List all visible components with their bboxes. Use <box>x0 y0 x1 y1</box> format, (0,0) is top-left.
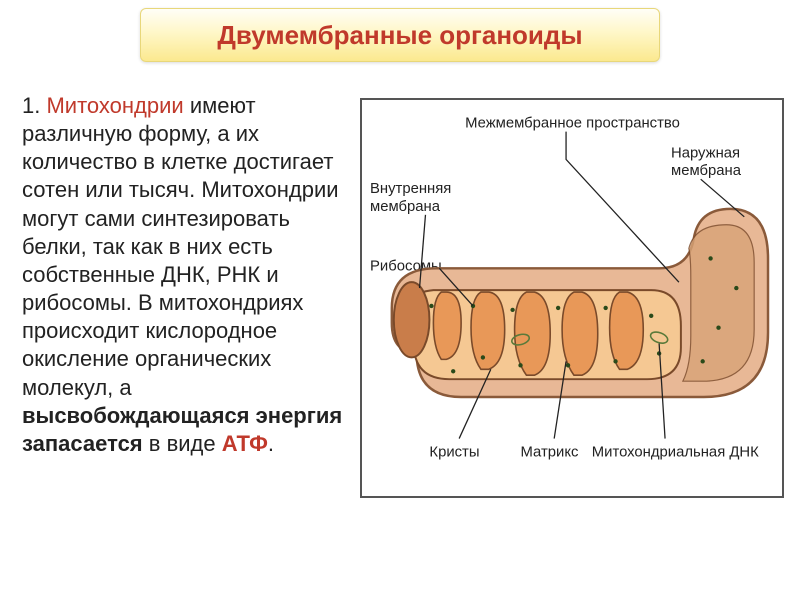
label-mtdna: Митохондриальная ДНК <box>592 444 759 460</box>
text-segment-1: имеют различную форму, а их количество в… <box>22 93 339 400</box>
mito-body <box>392 209 768 397</box>
label-inner-membrane-1: Внутренняя <box>370 181 451 197</box>
label-intermembrane: Межмембранное пространство <box>465 116 680 132</box>
description-paragraph: 1. Митохондрии имеют различную форму, а … <box>22 92 352 458</box>
final-period: . <box>268 431 274 456</box>
list-number: 1. <box>22 93 40 118</box>
mitochondrion-svg: Межмембранное пространство Наружная мемб… <box>362 100 782 496</box>
title-banner: Двумембранные органоиды <box>140 8 660 62</box>
label-cristae: Кристы <box>429 444 479 460</box>
label-outer-membrane-2: мембрана <box>671 163 742 179</box>
label-matrix: Матрикс <box>521 444 579 460</box>
atp-word: АТФ <box>222 431 268 456</box>
keyword-mitochondria: Митохондрии <box>46 93 183 118</box>
label-outer-membrane-1: Наружная <box>671 145 740 161</box>
page-title: Двумембранные органоиды <box>217 20 582 51</box>
label-inner-membrane-2: мембрана <box>370 199 441 215</box>
text-segment-2: в виде <box>143 431 222 456</box>
mitochondrion-diagram: Межмембранное пространство Наружная мемб… <box>360 98 784 498</box>
